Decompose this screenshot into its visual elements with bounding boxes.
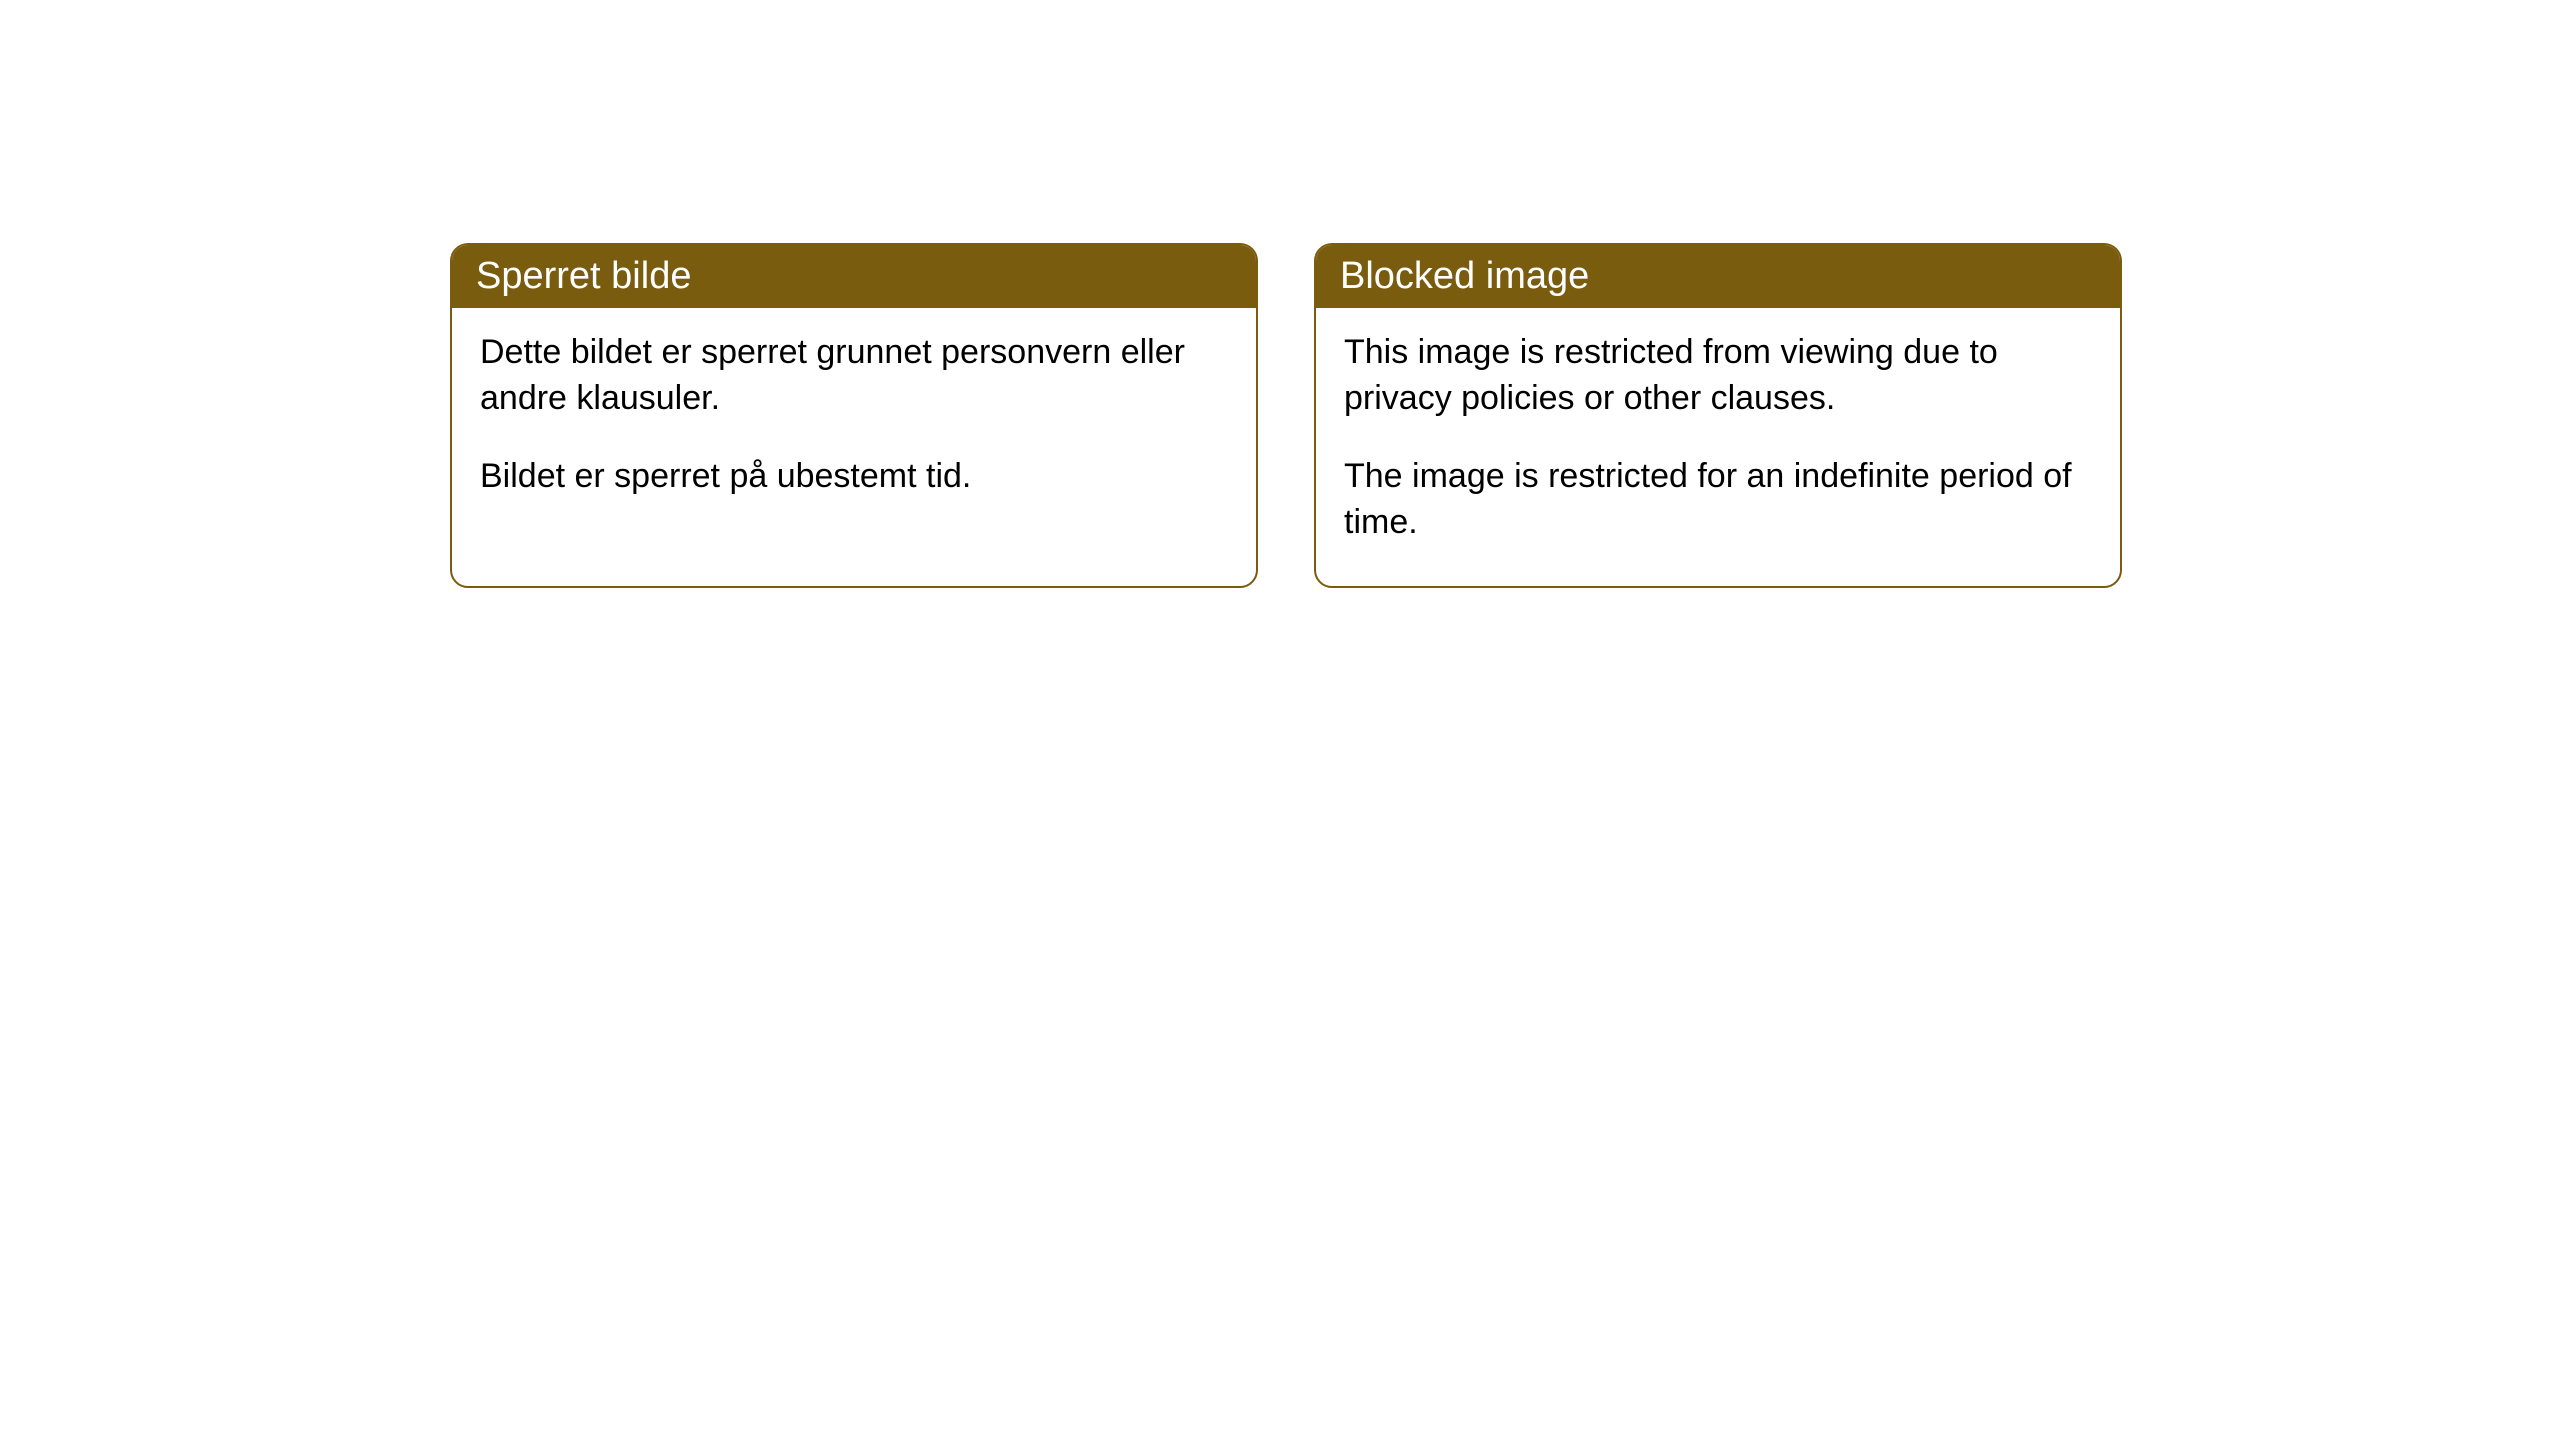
card-body: This image is restricted from viewing du… — [1316, 308, 2120, 586]
cards-container: Sperret bilde Dette bildet er sperret gr… — [450, 243, 2122, 588]
card-paragraph: Bildet er sperret på ubestemt tid. — [480, 454, 1228, 500]
card-title: Sperret bilde — [476, 255, 691, 297]
blocked-image-card-no: Sperret bilde Dette bildet er sperret gr… — [450, 243, 1258, 588]
card-paragraph: The image is restricted for an indefinit… — [1344, 454, 2092, 546]
card-body: Dette bildet er sperret grunnet personve… — [452, 308, 1256, 540]
card-header: Blocked image — [1316, 245, 2120, 308]
card-header: Sperret bilde — [452, 245, 1256, 308]
card-paragraph: This image is restricted from viewing du… — [1344, 330, 2092, 422]
card-paragraph: Dette bildet er sperret grunnet personve… — [480, 330, 1228, 422]
card-title: Blocked image — [1340, 255, 1589, 297]
blocked-image-card-en: Blocked image This image is restricted f… — [1314, 243, 2122, 588]
